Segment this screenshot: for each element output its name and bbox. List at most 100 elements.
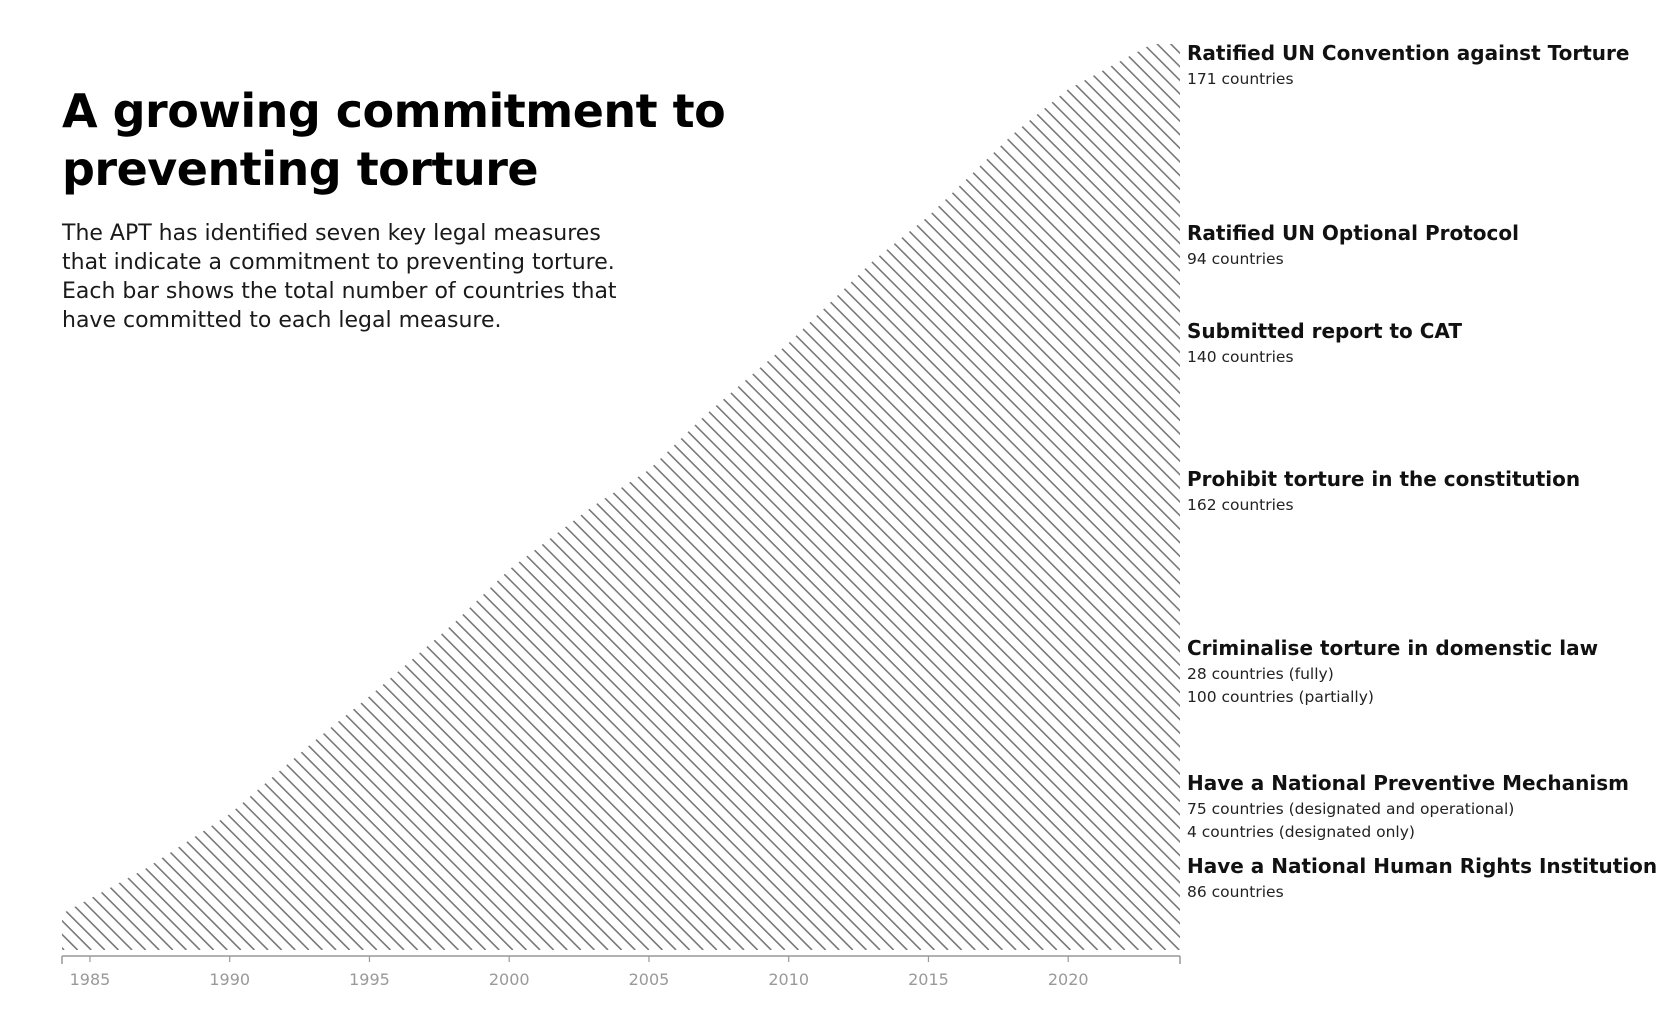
hatch-line	[148, 44, 1058, 950]
hatch-line	[134, 44, 1044, 950]
hatch-line	[882, 44, 1180, 950]
hatch-line	[62, 44, 351, 950]
x-axis: 1985 1990 1995 2000 2005 2010 2015 2020	[61, 955, 1181, 989]
hatch-line	[80, 44, 990, 950]
hatch-line	[62, 44, 147, 950]
hatch-line	[202, 44, 1112, 950]
hatch-line	[62, 44, 242, 950]
hatch-line	[243, 44, 1153, 950]
hatch-line	[379, 44, 1180, 950]
hatch-line	[62, 44, 500, 950]
measure-label: Submitted report to CAT	[1187, 319, 1462, 343]
measure-count: 100 countries (partially)	[1187, 688, 1374, 706]
hatch-line	[338, 44, 1180, 950]
hatch-line	[216, 44, 1126, 950]
hatch-line	[62, 44, 745, 950]
hatch-line	[66, 44, 976, 950]
hatch-line	[841, 44, 1180, 950]
measure-count: 4 countries (designated only)	[1187, 823, 1415, 841]
hatch-line	[909, 44, 1180, 950]
hatch-line	[352, 44, 1180, 950]
hatch-line	[801, 44, 1180, 950]
measure-annotation: Criminalise torture in domenstic law 28 c…	[1187, 636, 1598, 706]
hatch-line	[175, 44, 1085, 950]
hatch-line	[62, 44, 405, 950]
measure-count: 162 countries	[1187, 496, 1294, 514]
hatch-line	[62, 44, 527, 950]
hatch-line	[62, 44, 228, 950]
measure-count: 28 countries (fully)	[1187, 665, 1334, 683]
hatch-line	[62, 44, 799, 950]
hatch-line	[62, 44, 514, 950]
x-tick-label: 1990	[209, 970, 250, 989]
hatch-line	[62, 44, 106, 950]
hatch-line	[62, 44, 555, 950]
measure-label: Prohibit torture in the constitution	[1187, 467, 1580, 491]
hatch-line	[62, 44, 949, 950]
x-tick-label: 1995	[349, 970, 390, 989]
hatch-line	[189, 44, 1099, 950]
hatch-line	[1005, 44, 1180, 950]
hatch-line	[62, 44, 840, 950]
hatch-line	[814, 44, 1180, 950]
x-tick-label: 2005	[629, 970, 670, 989]
hatch-line	[62, 44, 160, 950]
measure-annotations: Ratified UN Convention against Torture 17…	[1187, 41, 1657, 901]
hatch-line	[62, 44, 922, 950]
hatch-line	[62, 44, 677, 950]
hatch-line	[270, 44, 1180, 950]
hatch-line	[62, 44, 201, 950]
hatch-line	[62, 44, 663, 950]
measure-count: 75 countries (designated and operational…	[1187, 800, 1514, 818]
hatch-line	[62, 44, 718, 950]
x-tick-label: 2000	[489, 970, 530, 989]
hatch-line	[325, 44, 1180, 950]
measure-label: Have a National Preventive Mechanism	[1187, 771, 1629, 795]
hatch-line	[62, 44, 963, 950]
hatch-line	[62, 44, 432, 950]
measure-annotation: Have a National Human Rights Institution…	[1187, 854, 1657, 901]
hatch-line	[62, 44, 174, 950]
measure-count: 94 countries	[1187, 250, 1284, 268]
hatch-line	[62, 44, 935, 950]
hatch-line	[62, 44, 623, 950]
hatch-line	[62, 44, 269, 950]
hatch-line	[62, 44, 92, 950]
hatch-line	[62, 44, 446, 950]
hatch-line	[950, 44, 1180, 950]
hatch-line	[93, 44, 1003, 950]
hatch-line	[62, 44, 786, 950]
hatch-line	[62, 44, 704, 950]
hatch-line	[107, 44, 1017, 950]
hatch-line	[62, 44, 133, 950]
hatch-line	[406, 44, 1180, 950]
hatch-line	[62, 44, 473, 950]
x-tick-label: 2010	[768, 970, 809, 989]
measure-label: Criminalise torture in domenstic law	[1187, 636, 1598, 660]
hatch-line	[62, 44, 391, 950]
measure-count: 86 countries	[1187, 883, 1284, 901]
hatch-line	[62, 44, 595, 950]
page-title: A growing commitment to preventing tortu…	[62, 84, 726, 196]
hatch-line	[62, 44, 215, 950]
hatch-line	[257, 44, 1167, 950]
hatch-line	[62, 44, 772, 950]
hatch-line	[62, 44, 323, 950]
hatch-line	[62, 44, 568, 950]
hatch-line	[229, 44, 1139, 950]
measure-annotation: Prohibit torture in the constitution 162 …	[1187, 467, 1580, 514]
hatch-line	[365, 44, 1180, 950]
hatch-line	[62, 44, 65, 950]
hatch-line	[62, 44, 187, 950]
hatch-line	[161, 44, 1071, 950]
hatch-line	[62, 44, 691, 950]
hatch-line	[62, 44, 255, 950]
measure-label: Have a National Human Rights Institution	[1187, 854, 1657, 878]
x-tick-label: 2020	[1048, 970, 1089, 989]
measure-count: 171 countries	[1187, 70, 1294, 88]
measure-annotation: Have a National Preventive Mechanism 75 c…	[1187, 771, 1629, 841]
measure-count: 140 countries	[1187, 348, 1294, 366]
hatch-line	[62, 44, 119, 950]
hatch-line	[311, 44, 1180, 950]
